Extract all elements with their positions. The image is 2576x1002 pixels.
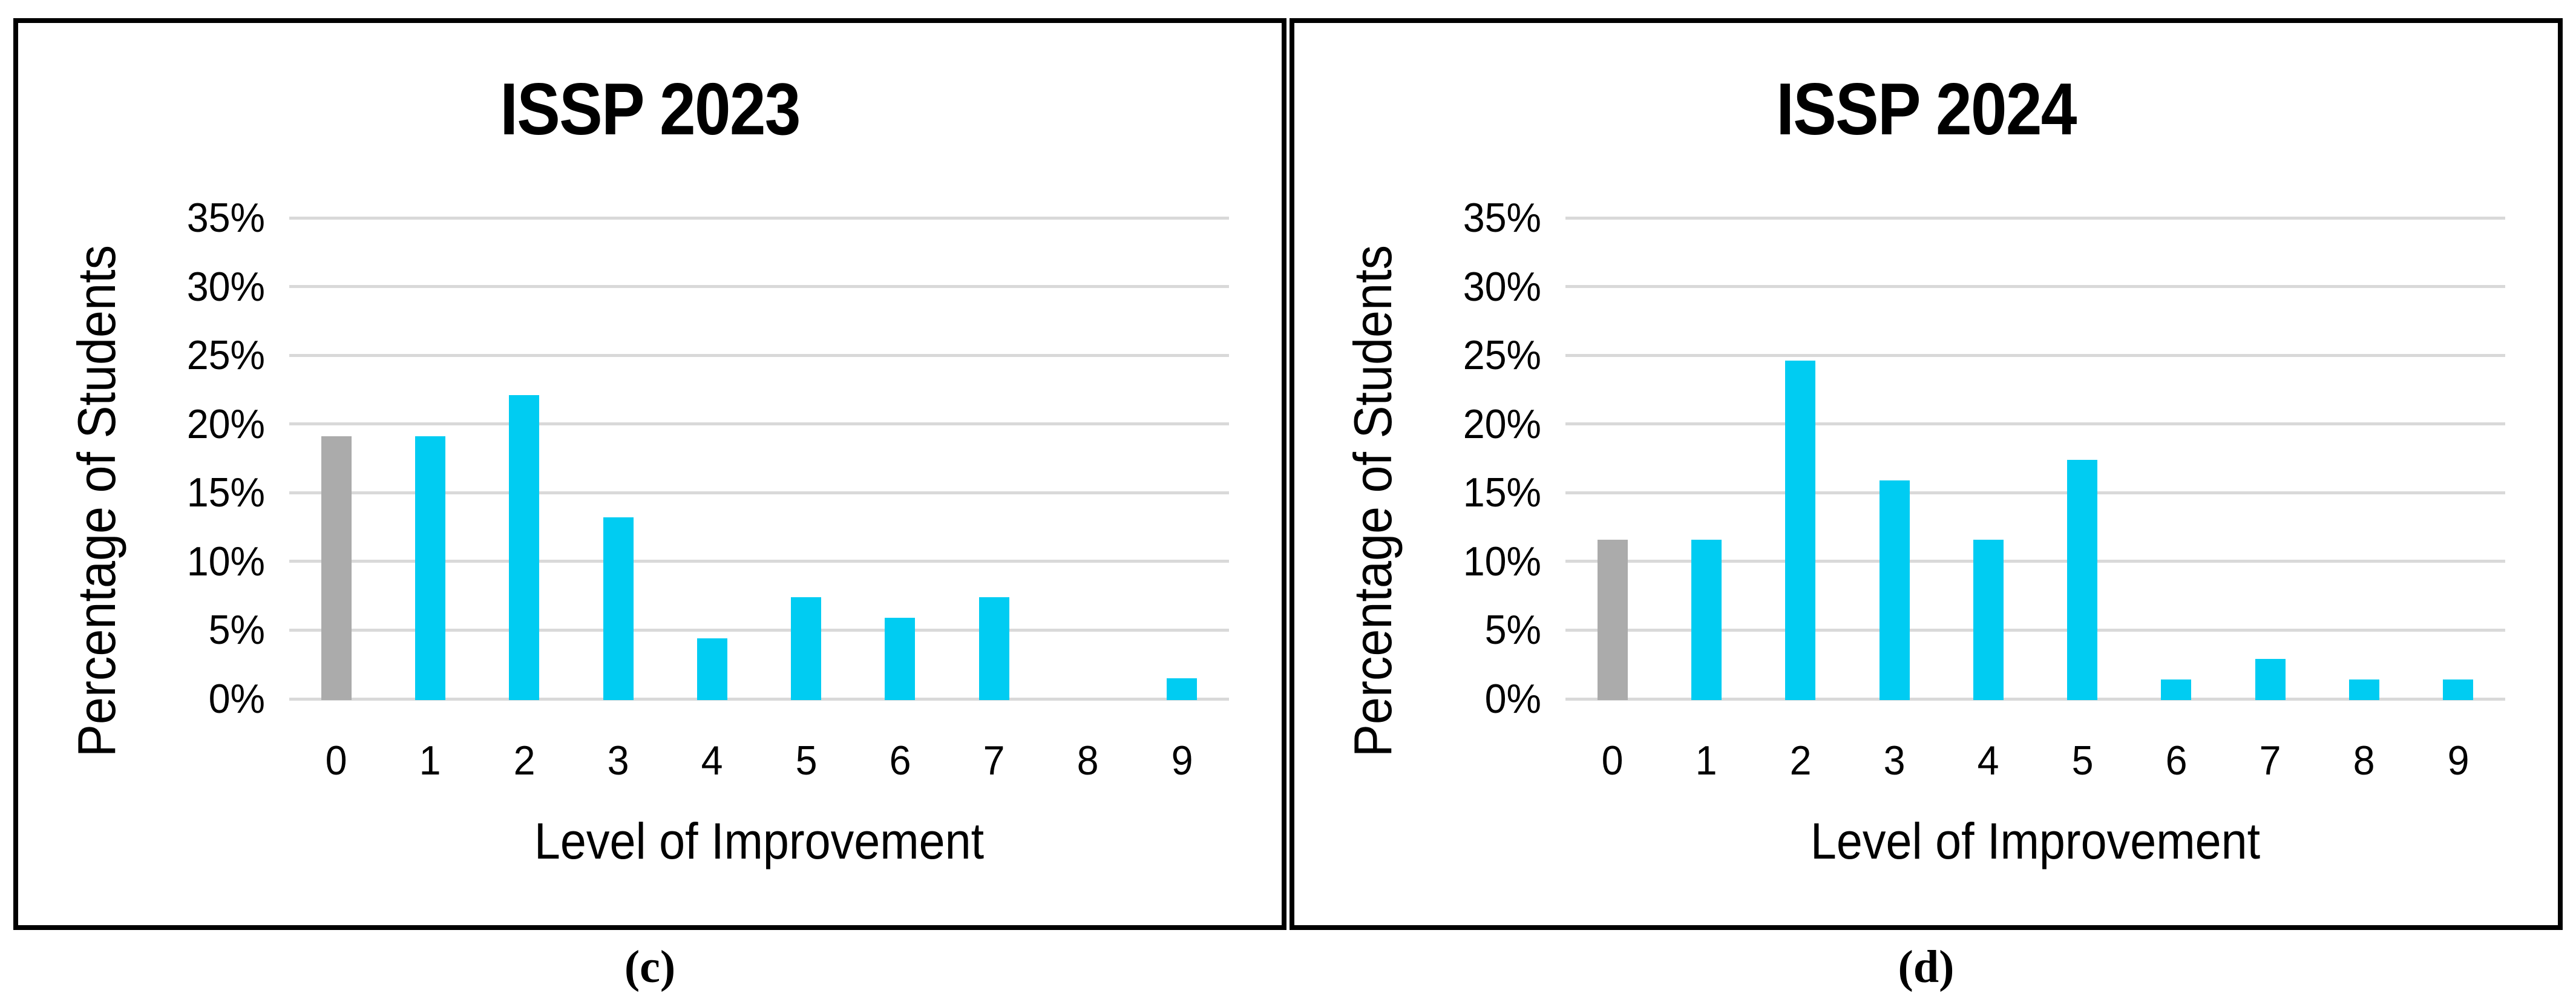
y-axis-tick-label: 5%	[1484, 607, 1541, 653]
gridline-5%	[1565, 628, 2505, 632]
bar-level-2	[509, 395, 540, 701]
bar-level-6	[885, 617, 916, 701]
subfigure-caption-d: (d)	[1898, 941, 1955, 992]
gridline-15%	[289, 491, 1229, 494]
bar-chart-issp-2024: 0% 5% 10% 15% 20% 25% 30% 35% 0 1 2 3 4 5 6 7 8 9 ISSP 202…	[1294, 23, 2558, 925]
y-axis-tick-label: 20%	[1463, 401, 1541, 447]
x-axis-tick-label: 6	[889, 738, 911, 784]
y-axis-title: Percentage of Students	[1343, 244, 1403, 758]
bar-level-5	[791, 597, 822, 701]
x-axis-tick-label: 1	[419, 738, 441, 784]
x-axis-tick-label: 8	[1077, 738, 1100, 784]
y-axis-tick-label: 30%	[1463, 263, 1541, 310]
gridline-30%	[289, 285, 1229, 289]
chart-panel-issp-2024: 0% 5% 10% 15% 20% 25% 30% 35% 0 1 2 3 4 5 6 7 8 9 ISSP 202…	[1290, 18, 2563, 930]
y-axis-tick-label: 25%	[186, 332, 265, 379]
gridline-10%	[289, 560, 1229, 563]
gridline-10%	[1565, 560, 2505, 563]
x-axis-tick-label: 1	[1695, 738, 1717, 784]
chart-title: ISSP 2024	[1776, 68, 2077, 150]
bar-level-4	[1973, 539, 2004, 701]
y-axis-tick-label: 30%	[186, 263, 265, 310]
x-axis-tick-label: 8	[2353, 738, 2376, 784]
x-axis-tick-label: 2	[513, 738, 536, 784]
bar-level-0	[1597, 539, 1628, 701]
y-axis-tick-label: 10%	[186, 538, 265, 584]
y-axis-tick-label: 5%	[208, 607, 265, 653]
gridline-35%	[289, 216, 1229, 220]
bar-level-4	[696, 638, 727, 701]
x-axis-tick-label: 6	[2165, 738, 2188, 784]
x-axis-title: Level of Improvement	[534, 813, 985, 869]
y-axis-tick-label: 0%	[208, 676, 265, 722]
y-axis-tick-label: 25%	[1463, 332, 1541, 379]
gridline-0%	[289, 697, 1229, 701]
bar-level-6	[2161, 679, 2192, 701]
gridline-25%	[289, 353, 1229, 357]
y-axis-tick-label: 0%	[1484, 676, 1541, 722]
gridline-0%	[1565, 697, 2505, 701]
x-axis-tick-label: 3	[607, 738, 629, 784]
x-axis-title: Level of Improvement	[1810, 813, 2261, 869]
chart-panel-issp-2023: 0% 5% 10% 15% 20% 25% 30% 35% 0 1 2 3 4 5 6 7 8 9 ISSP 202…	[13, 18, 1286, 930]
y-axis-tick-label: 10%	[1463, 538, 1541, 584]
subfigure-caption-c: (c)	[624, 941, 676, 992]
gridline-20%	[1565, 422, 2505, 426]
x-axis-tick-label: 9	[1171, 738, 1193, 784]
x-axis-tick-label: 5	[795, 738, 818, 784]
bar-level-1	[1691, 539, 1722, 701]
bar-level-3	[1879, 480, 1910, 701]
gridline-35%	[1565, 216, 2505, 220]
bar-chart-issp-2023: 0% 5% 10% 15% 20% 25% 30% 35% 0 1 2 3 4 5 6 7 8 9 ISSP 202…	[18, 23, 1282, 925]
y-axis-tick-label: 20%	[186, 401, 265, 447]
y-axis-tick-label: 15%	[186, 470, 265, 516]
bar-level-7	[978, 597, 1009, 701]
x-axis-tick-label: 4	[701, 738, 723, 784]
y-axis-tick-label: 15%	[1463, 470, 1541, 516]
bar-level-1	[415, 436, 445, 701]
gridline-20%	[289, 422, 1229, 426]
y-axis-tick-label: 35%	[186, 195, 265, 241]
x-axis-tick-label: 0	[325, 738, 347, 784]
bar-level-3	[603, 517, 634, 701]
y-axis-tick-label: 35%	[1463, 195, 1541, 241]
x-axis-tick-label: 2	[1789, 738, 1812, 784]
x-axis-tick-label: 5	[2071, 738, 2094, 784]
bar-level-8	[2349, 679, 2380, 701]
gridline-5%	[289, 628, 1229, 632]
gridline-15%	[1565, 491, 2505, 494]
bar-level-0	[321, 436, 352, 701]
bar-level-9	[1167, 678, 1198, 701]
x-axis-tick-label: 9	[2447, 738, 2469, 784]
gridline-25%	[1565, 353, 2505, 357]
bar-level-7	[2255, 659, 2286, 701]
gridline-30%	[1565, 285, 2505, 289]
bar-level-2	[1785, 361, 1816, 701]
x-axis-tick-label: 3	[1883, 738, 1906, 784]
x-axis-tick-label: 0	[1601, 738, 1624, 784]
y-axis-title: Percentage of Students	[67, 244, 126, 758]
x-axis-tick-label: 4	[1977, 738, 1999, 784]
bar-level-5	[2067, 459, 2098, 701]
x-axis-tick-label: 7	[983, 738, 1005, 784]
chart-title: ISSP 2023	[500, 68, 801, 150]
x-axis-tick-label: 7	[2259, 738, 2281, 784]
bar-level-9	[2443, 679, 2474, 701]
